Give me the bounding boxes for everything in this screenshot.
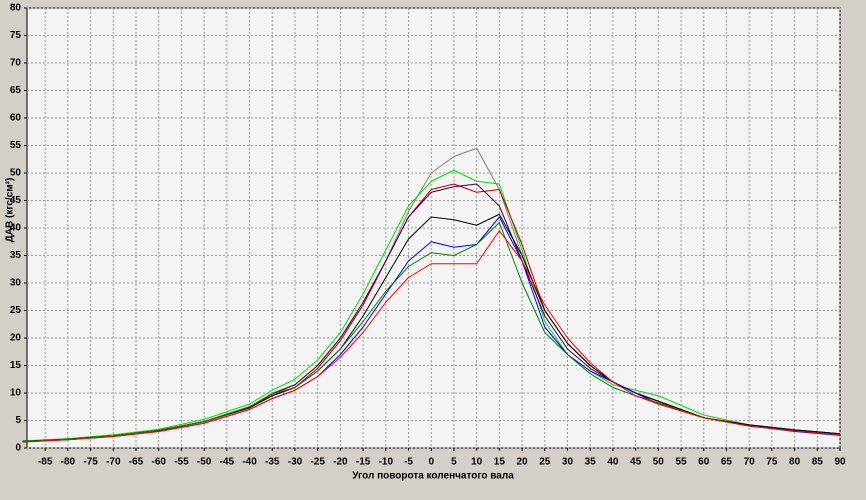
- y-tick-label: 70: [10, 58, 22, 69]
- x-tick-label: 80: [789, 457, 801, 468]
- y-tick-label: 10: [10, 388, 22, 399]
- x-tick-label: -50: [197, 457, 212, 468]
- x-tick-label: 35: [585, 457, 597, 468]
- y-tick-label: 40: [10, 223, 22, 234]
- x-tick-label: 65: [721, 457, 733, 468]
- x-tick-label: 70: [744, 457, 756, 468]
- x-tick-label: 10: [471, 457, 483, 468]
- x-tick-label: 50: [653, 457, 665, 468]
- x-tick-label: -10: [379, 457, 394, 468]
- y-tick-label: 25: [10, 305, 22, 316]
- x-tick-label: -30: [288, 457, 303, 468]
- series-line: [22, 213, 841, 442]
- x-tick-label: -75: [83, 457, 98, 468]
- x-tick-label: -40: [242, 457, 257, 468]
- y-tick-label: 60: [10, 113, 22, 124]
- x-tick-label: 45: [630, 457, 642, 468]
- x-tick-label: -45: [220, 457, 235, 468]
- y-tick-label: 30: [10, 278, 22, 289]
- x-tick-label: -80: [61, 457, 76, 468]
- x-tick-label: -85: [38, 457, 53, 468]
- y-tick-label: 5: [15, 415, 21, 426]
- x-tick-label: -35: [265, 457, 280, 468]
- y-tick-label: 80: [10, 3, 22, 14]
- y-tick-label: 45: [10, 195, 22, 206]
- y-tick-label: 55: [10, 140, 22, 151]
- x-tick-label: 75: [766, 457, 778, 468]
- x-tick-label: -60: [151, 457, 166, 468]
- y-axis-label: ДАВ (кгс/см²): [5, 178, 16, 243]
- y-tick-label: 0: [15, 443, 21, 454]
- x-tick-label: 0: [428, 457, 434, 468]
- x-tick-label: -5: [404, 457, 413, 468]
- series-line: [22, 230, 841, 443]
- x-tick-label: -15: [356, 457, 371, 468]
- x-tick-label: 85: [812, 457, 824, 468]
- x-tick-label: 30: [562, 457, 574, 468]
- y-tick-label: 35: [10, 250, 22, 261]
- x-tick-label: -70: [106, 457, 121, 468]
- x-tick-label: 25: [539, 457, 551, 468]
- y-tick-label: 65: [10, 85, 22, 96]
- x-tick-label: 55: [675, 457, 687, 468]
- x-tick-label: -20: [333, 457, 348, 468]
- x-tick-label: 15: [494, 457, 506, 468]
- series-line: [22, 222, 841, 442]
- series-line: [22, 169, 841, 442]
- x-axis-label: Угол поворота коленчатого вала: [352, 471, 514, 482]
- y-tick-label: 75: [10, 30, 22, 41]
- y-tick-label: 20: [10, 333, 22, 344]
- x-tick-label: 40: [607, 457, 619, 468]
- x-tick-label: -65: [129, 457, 144, 468]
- x-tick-label: -55: [174, 457, 189, 468]
- x-tick-label: 20: [517, 457, 529, 468]
- x-tick-label: -25: [310, 457, 325, 468]
- y-tick-label: 15: [10, 360, 22, 371]
- y-tick-label: 50: [10, 168, 22, 179]
- x-tick-label: 90: [834, 457, 846, 468]
- x-tick-label: 60: [698, 457, 710, 468]
- x-tick-label: 5: [451, 457, 457, 468]
